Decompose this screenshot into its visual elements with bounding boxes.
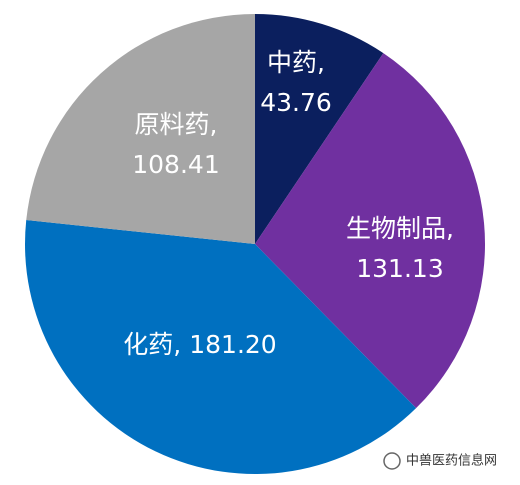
value-label: 108.41 <box>132 150 219 179</box>
labels: 中药, 43.76 生物制品, 131.13 化药, 181.20 原料药, 108.41 <box>123 48 454 359</box>
value-label: 181.20 <box>189 330 276 359</box>
pie-slice <box>255 14 384 244</box>
category-label: 原料药, <box>135 110 218 139</box>
watermark-icon <box>383 452 401 470</box>
data-label: 生物制品, 131.13 <box>346 214 454 283</box>
pie-slice <box>25 220 417 474</box>
pie <box>25 14 485 474</box>
category-label: 化药, <box>123 330 181 359</box>
value-label: 43.76 <box>260 88 332 117</box>
data-label: 原料药, 108.41 <box>132 110 219 179</box>
data-label: 化药, 181.20 <box>123 330 276 359</box>
watermark: 中兽医药信息网 <box>383 452 497 470</box>
watermark-text: 中兽医药信息网 <box>406 453 497 469</box>
category-label: 中药, <box>267 48 325 77</box>
data-label: 中药, 43.76 <box>260 48 332 117</box>
value-label: 131.13 <box>356 254 443 283</box>
pie-slice <box>26 14 255 244</box>
pie-slice <box>255 53 485 409</box>
category-label: 生物制品, <box>346 214 454 243</box>
